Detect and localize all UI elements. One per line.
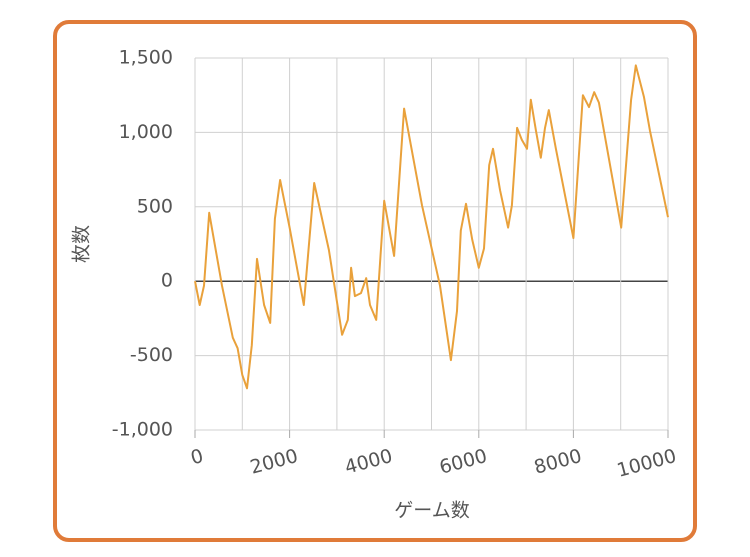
x-axis-label: ゲーム数 bbox=[394, 500, 469, 522]
data-line bbox=[194, 64, 669, 390]
y-axis-label: 枚数 bbox=[71, 225, 93, 263]
y-tick-label: -500 bbox=[130, 344, 173, 366]
y-tick-label: 0 bbox=[161, 270, 173, 292]
x-tick-label: 0 bbox=[188, 445, 205, 469]
y-tick-label: 500 bbox=[137, 195, 173, 217]
y-tick-label: 1,500 bbox=[119, 47, 173, 69]
y-tick-label: -1,000 bbox=[112, 419, 173, 441]
y-tick-label: 1,000 bbox=[119, 121, 173, 143]
